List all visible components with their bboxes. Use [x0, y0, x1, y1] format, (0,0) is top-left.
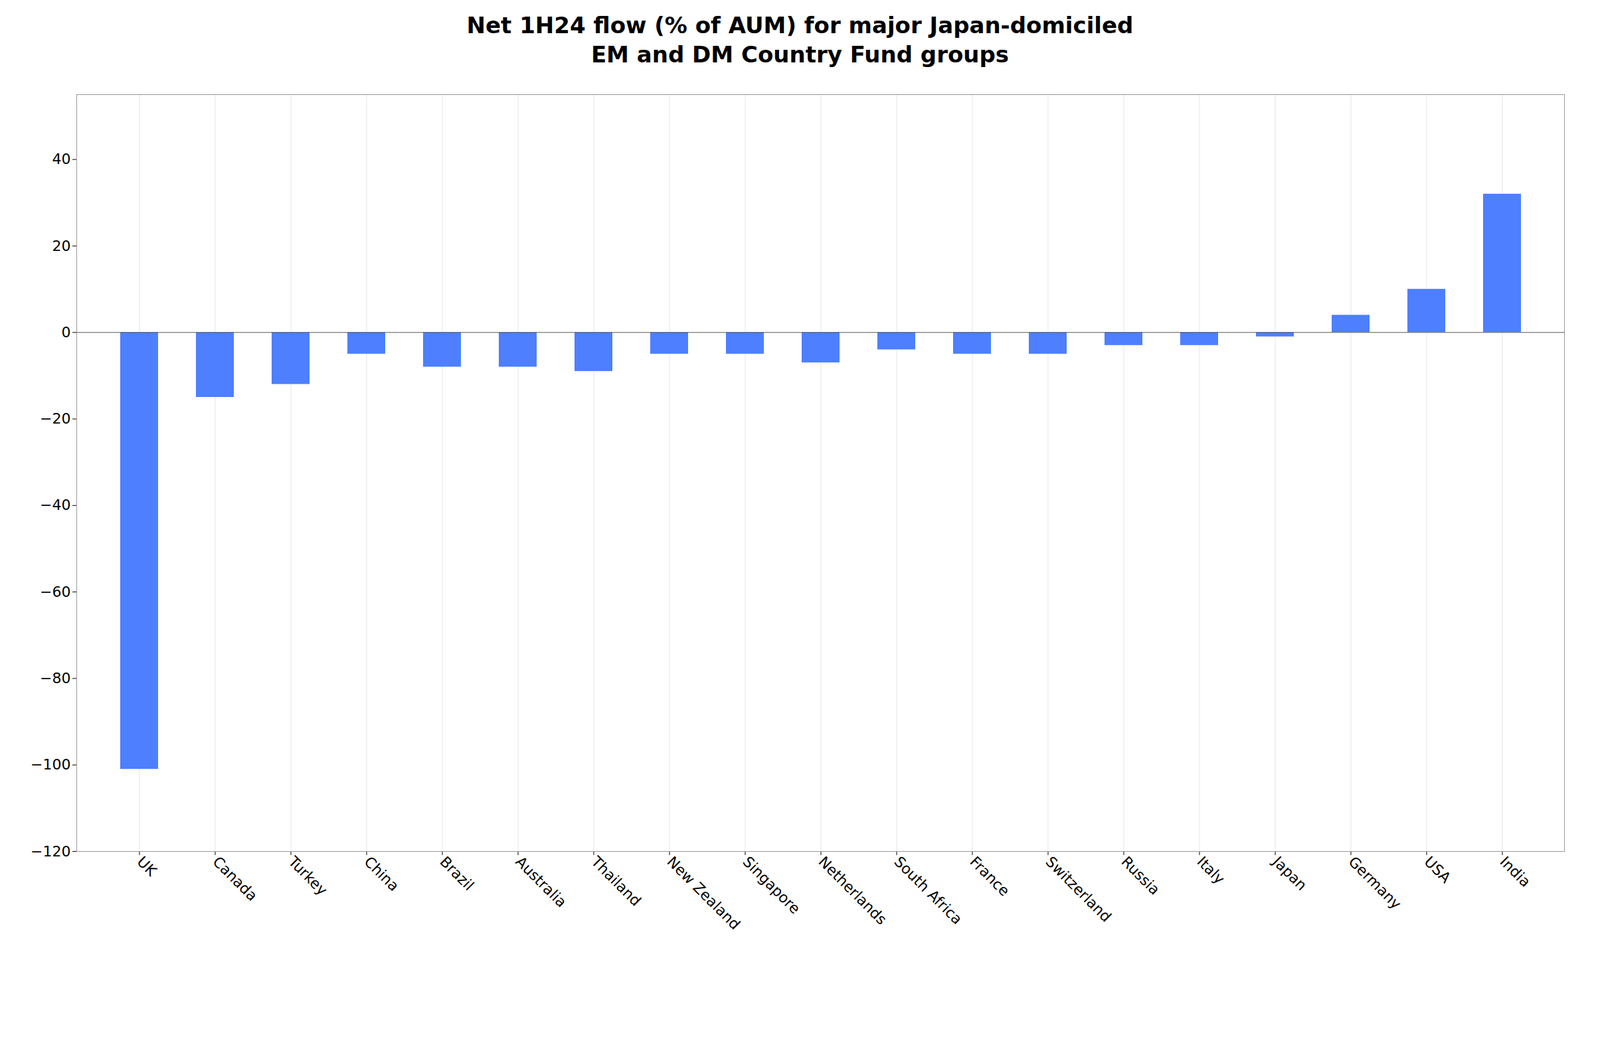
svg-text:−80: −80 [39, 670, 71, 687]
svg-text:−40: −40 [39, 497, 71, 515]
svg-text:Germany: Germany [1344, 854, 1405, 914]
svg-text:France: France [966, 854, 1013, 900]
svg-text:40: 40 [51, 151, 71, 169]
svg-text:Canada: Canada [209, 854, 261, 906]
svg-text:India: India [1496, 854, 1534, 892]
svg-text:−20: −20 [39, 410, 71, 428]
svg-text:China: China [360, 854, 402, 896]
svg-text:Italy: Italy [1193, 854, 1228, 889]
svg-text:Brazil: Brazil [436, 854, 477, 895]
svg-text:USA: USA [1420, 854, 1454, 888]
svg-text:South Africa: South Africa [890, 854, 966, 929]
svg-text:Thailand: Thailand [587, 853, 644, 910]
svg-text:Switzerland: Switzerland [1042, 854, 1114, 926]
svg-text:Japan: Japan [1268, 852, 1310, 894]
svg-text:Singapore: Singapore [739, 854, 803, 918]
svg-text:New Zealand: New Zealand [663, 854, 744, 934]
svg-text:UK: UK [133, 854, 161, 881]
svg-text:−60: −60 [39, 583, 71, 601]
svg-text:Turkey: Turkey [284, 853, 331, 900]
svg-text:−120: −120 [30, 843, 71, 861]
html-text:Net 1H24 flow (% of AUM) for m: Net 1H24 flow (% of AUM) for major Japan… [466, 11, 1134, 68]
svg-text:−100: −100 [30, 757, 71, 774]
svg-text:Russia: Russia [1117, 854, 1163, 900]
svg-text:Netherlands: Netherlands [814, 854, 890, 930]
svg-text:Australia: Australia [512, 854, 570, 912]
svg-text:20: 20 [51, 237, 71, 255]
svg-text:0: 0 [61, 324, 71, 341]
